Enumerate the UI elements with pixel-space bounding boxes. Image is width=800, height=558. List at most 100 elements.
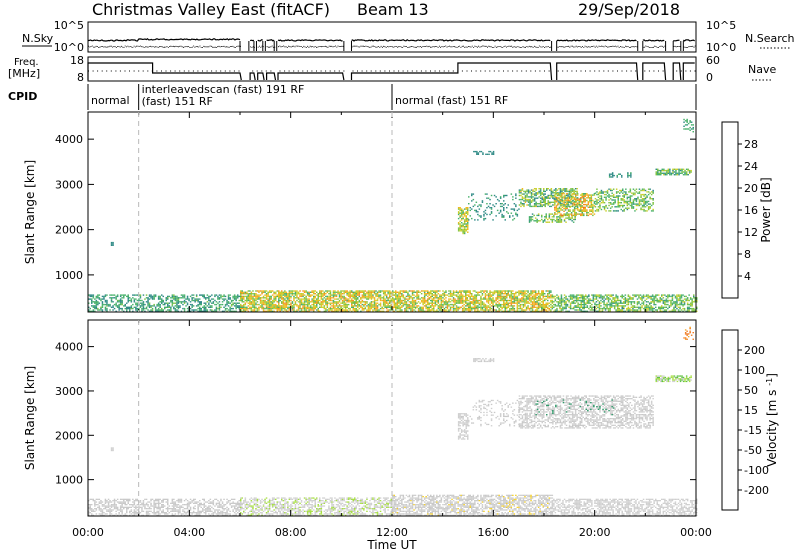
power-cell xyxy=(534,200,536,201)
power-cell xyxy=(210,296,212,297)
power-cell xyxy=(243,305,245,306)
power-cell xyxy=(123,296,125,297)
power-cell xyxy=(560,213,562,214)
power-cell xyxy=(252,301,254,302)
power-cell xyxy=(646,296,648,297)
power-cell xyxy=(540,204,542,205)
power-cell xyxy=(359,304,361,305)
power-cell xyxy=(628,309,630,310)
power-cell xyxy=(650,298,652,299)
power-cell xyxy=(527,303,529,304)
power-cell xyxy=(647,305,649,306)
power-cell xyxy=(631,304,633,305)
power-cell xyxy=(591,307,593,308)
power-cell xyxy=(120,300,122,301)
power-cell xyxy=(395,293,397,294)
power-cell xyxy=(538,188,540,189)
power-cell xyxy=(620,296,622,297)
power-cell xyxy=(248,300,250,301)
power-cell xyxy=(369,304,371,305)
power-cell xyxy=(456,308,458,309)
power-cell xyxy=(538,203,540,204)
power-cell xyxy=(575,198,577,199)
power-cell xyxy=(548,200,550,201)
power-cell xyxy=(232,297,234,298)
power-cell xyxy=(181,301,183,302)
power-cell xyxy=(649,304,651,305)
power-cell xyxy=(112,307,114,308)
power-cell xyxy=(129,308,131,309)
power-cell xyxy=(520,189,522,190)
power-cell xyxy=(318,301,320,302)
power-cell xyxy=(488,307,490,308)
power-cell xyxy=(357,305,359,306)
power-cell xyxy=(182,297,184,298)
power-cell xyxy=(126,308,128,309)
power-cell xyxy=(527,305,529,306)
power-cell xyxy=(614,303,616,304)
power-cell xyxy=(525,196,527,197)
power-cell xyxy=(505,290,507,291)
power-cell xyxy=(470,292,472,293)
power-cell xyxy=(394,305,396,306)
power-cell xyxy=(345,304,347,305)
power-cell xyxy=(482,301,484,302)
power-cell xyxy=(123,297,125,298)
power-cell xyxy=(664,307,666,308)
power-cell xyxy=(596,202,598,203)
power-cell xyxy=(304,298,306,299)
power-cell xyxy=(524,290,526,291)
power-cell xyxy=(211,305,213,306)
power-cell xyxy=(204,309,206,310)
power-cell xyxy=(599,203,601,204)
power-cell xyxy=(456,300,458,301)
power-cell xyxy=(99,294,101,295)
power-cell xyxy=(619,193,621,194)
power-cell xyxy=(536,303,538,304)
power-cell xyxy=(541,216,543,217)
power-cell xyxy=(538,296,540,297)
power-cell xyxy=(520,308,522,309)
power-cell xyxy=(316,303,318,304)
power-cell xyxy=(384,301,386,302)
power-cell xyxy=(415,301,417,302)
power-cell xyxy=(315,293,317,294)
power-cell xyxy=(476,211,478,212)
power-cell xyxy=(331,294,333,295)
power-cell xyxy=(465,301,467,302)
power-cell xyxy=(287,303,289,304)
power-cell xyxy=(552,191,554,192)
power-cell xyxy=(550,213,552,214)
power-cell xyxy=(543,293,545,294)
power-cell xyxy=(498,297,500,298)
power-cell xyxy=(539,304,541,305)
power-cell xyxy=(185,298,187,299)
beam-label: Beam 13 xyxy=(357,0,429,19)
power-cell xyxy=(567,298,569,299)
power-cell xyxy=(287,301,289,302)
power-cell xyxy=(599,205,601,206)
power-cell xyxy=(639,191,641,192)
power-cell xyxy=(501,298,503,299)
power-cell xyxy=(284,300,286,301)
power-cell xyxy=(158,304,160,305)
power-cell xyxy=(199,309,201,310)
power-cell xyxy=(478,152,480,153)
power-cell xyxy=(595,193,597,194)
power-cell xyxy=(579,200,581,201)
power-cell xyxy=(599,304,601,305)
power-cell xyxy=(246,293,248,294)
power-cell xyxy=(651,205,653,206)
power-cell xyxy=(581,309,583,310)
power-cell xyxy=(582,298,584,299)
power-cell xyxy=(152,297,154,298)
power-cell xyxy=(506,300,508,301)
power-cell xyxy=(602,206,604,207)
power-cell xyxy=(622,190,624,191)
power-cell xyxy=(538,304,540,305)
power-cell xyxy=(201,309,203,310)
power-cell xyxy=(688,309,690,310)
power-cell xyxy=(410,297,412,298)
power-cell xyxy=(451,300,453,301)
power-cell xyxy=(471,193,473,194)
